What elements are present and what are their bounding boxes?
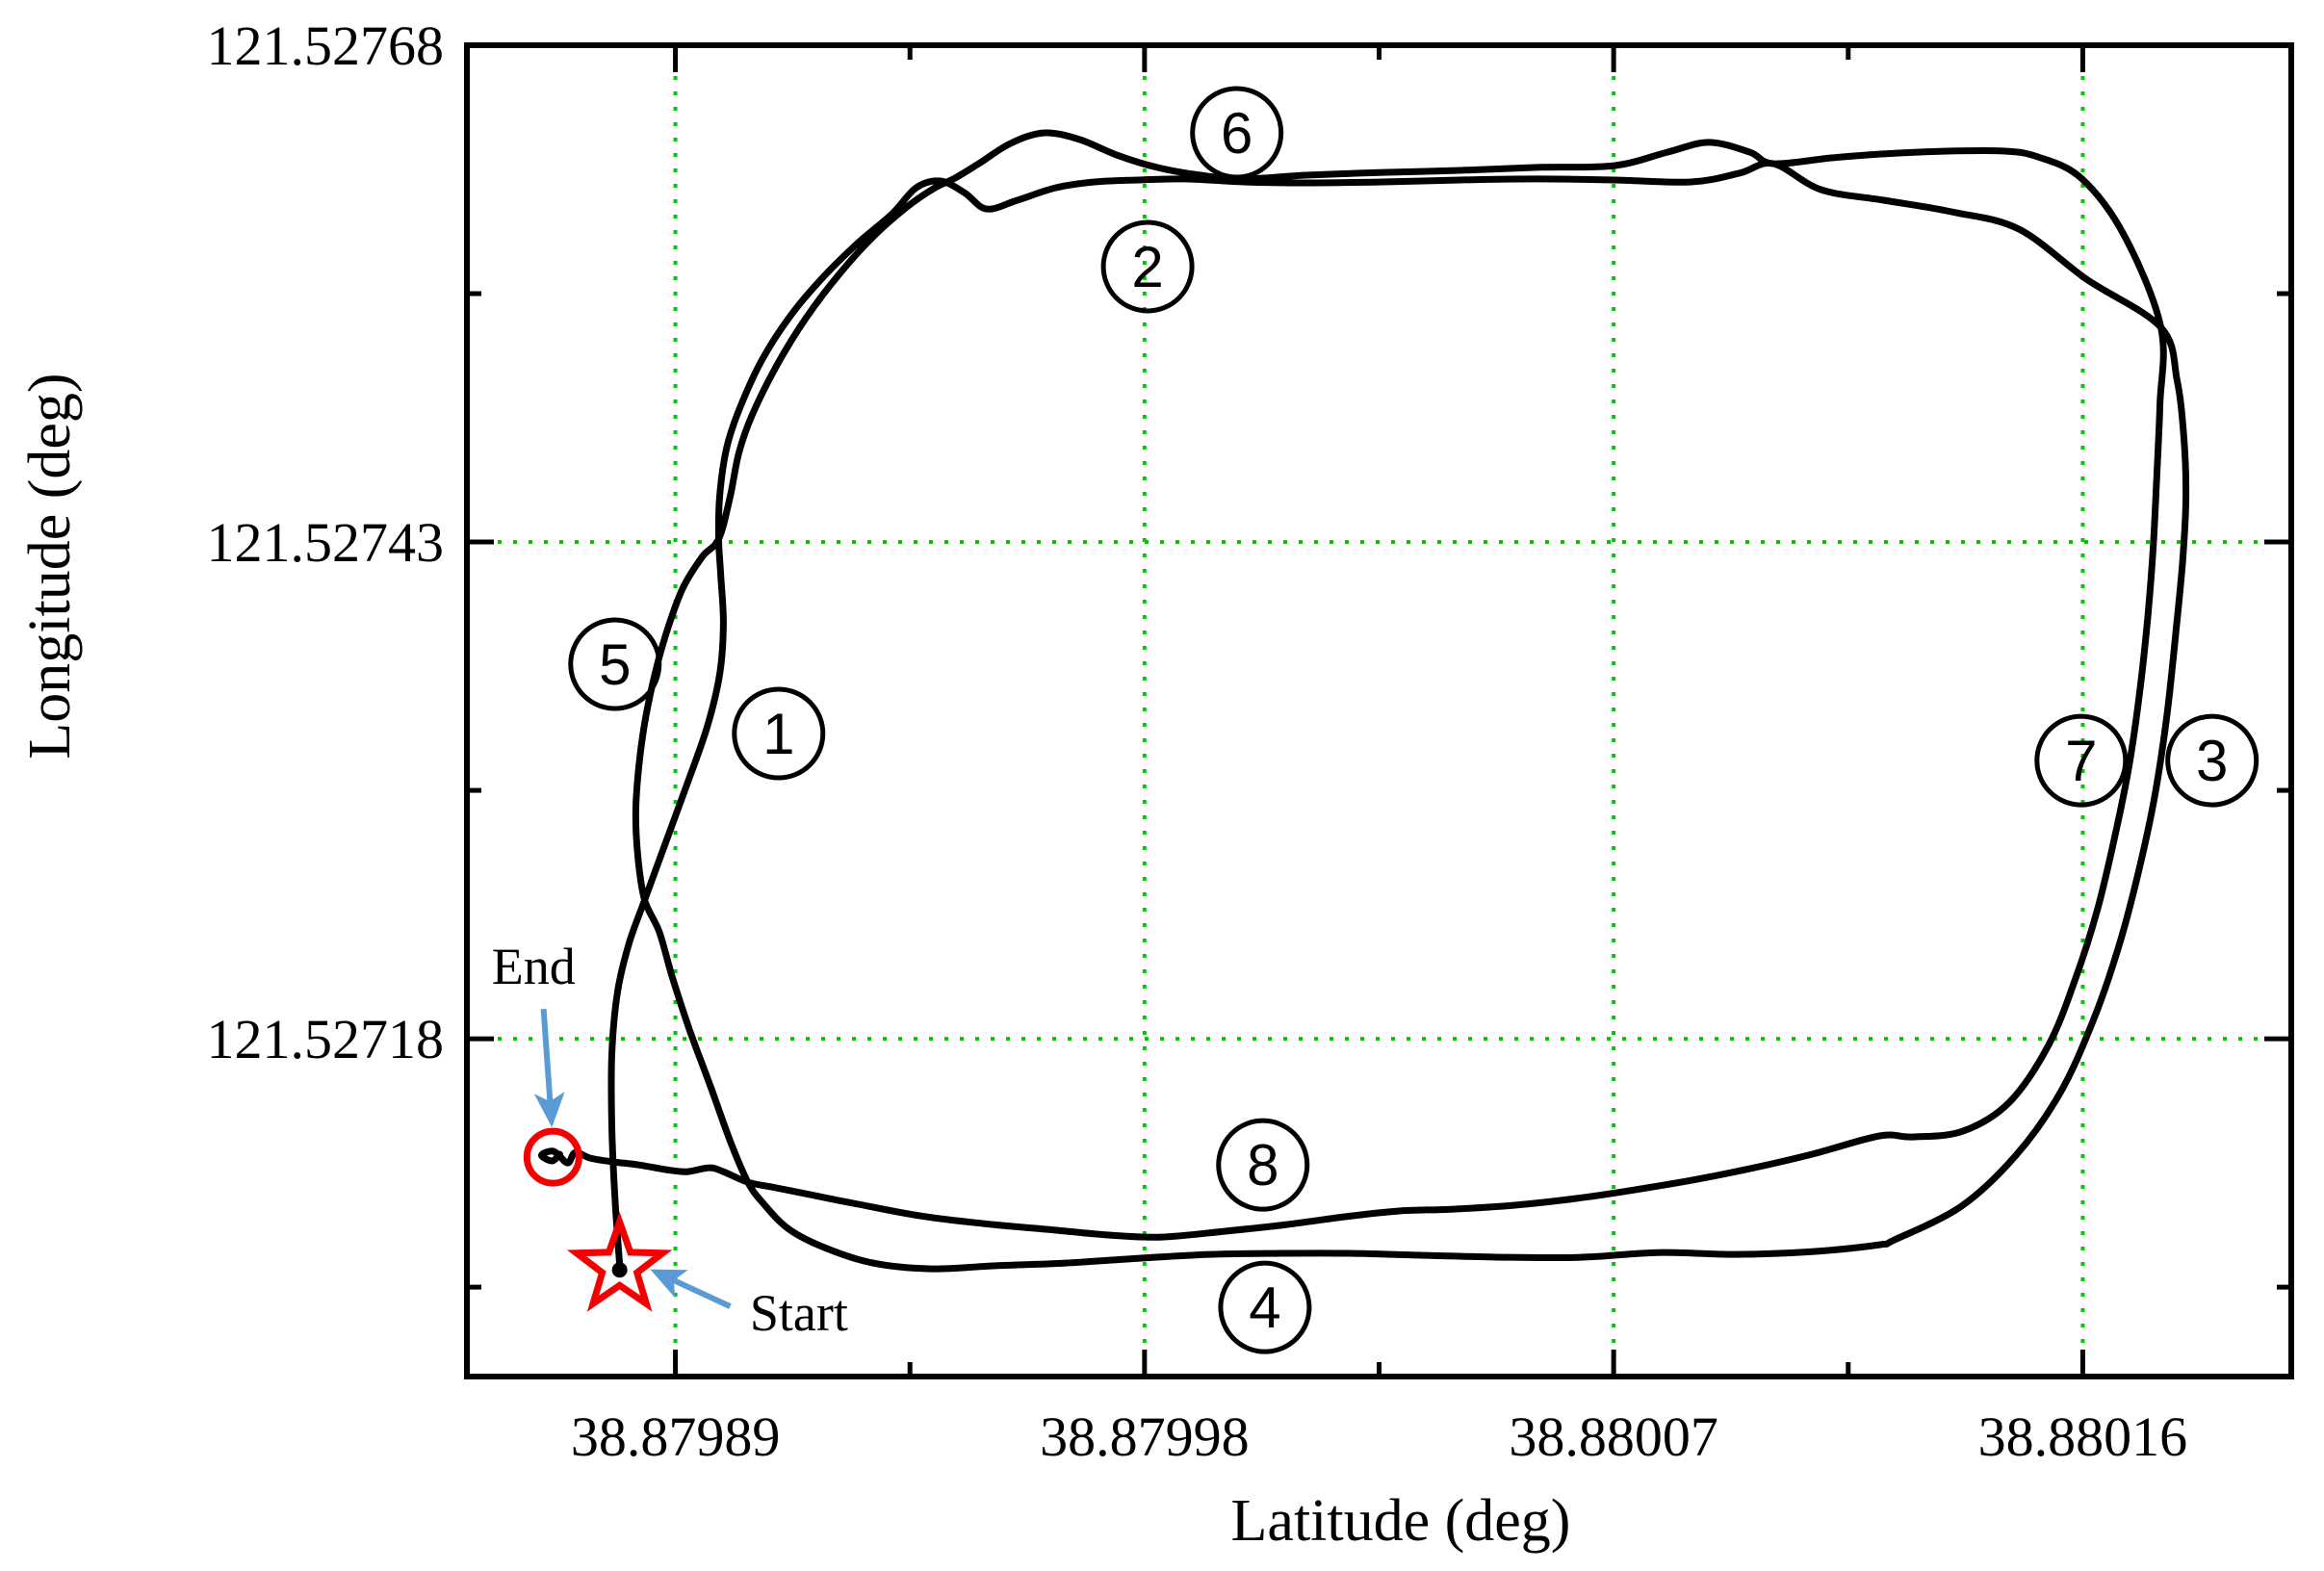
- end-arrow: [533, 1008, 565, 1128]
- x-tick-label: 38.88016: [1978, 1405, 2188, 1468]
- waypoint-number-2: 2: [1131, 235, 1163, 299]
- x-tick-label: 38.87989: [571, 1405, 781, 1468]
- waypoint-number-4: 4: [1249, 1275, 1280, 1340]
- waypoint-circle-3: [2165, 713, 2259, 808]
- waypoint-number-1: 1: [762, 702, 794, 766]
- end-circle-icon: [523, 1127, 582, 1187]
- waypoint-number-7: 7: [2065, 729, 2097, 793]
- annotations: End Start: [492, 938, 848, 1342]
- waypoint-circle-4: [1218, 1260, 1312, 1354]
- x-axis-title: Latitude (deg): [1231, 1488, 1571, 1554]
- waypoint-number-5: 5: [599, 632, 631, 697]
- y-tick-label: 121.52718: [207, 1008, 445, 1070]
- gridlines: [467, 43, 2291, 1377]
- waypoint-circle-2: [1100, 219, 1195, 314]
- waypoint-circle-8: [1216, 1118, 1310, 1212]
- y-tick-label: 121.52768: [207, 14, 445, 77]
- x-tick-label: 38.88007: [1509, 1405, 1718, 1468]
- waypoint-number-8: 8: [1247, 1133, 1278, 1198]
- waypoint-number-3: 3: [2196, 729, 2228, 793]
- axis-ticks: [467, 42, 2291, 1377]
- start-end-markers: [523, 1127, 673, 1312]
- waypoint-circle-5: [568, 617, 662, 711]
- waypoint-circle-7: [2034, 713, 2129, 808]
- waypoint-circle-1: [732, 686, 826, 781]
- tick-labels: 38.87989 38.87998 38.88007 38.88016 121.5276…: [207, 14, 2188, 1468]
- end-label: End: [492, 938, 576, 995]
- waypoint-circle-6: [1190, 86, 1284, 180]
- start-arrow: [650, 1269, 732, 1309]
- x-tick-label: 38.87998: [1040, 1405, 1250, 1468]
- y-tick-label: 121.52743: [207, 511, 445, 574]
- waypoint-number-6: 6: [1221, 101, 1252, 166]
- y-axis-title: Longitude (deg): [17, 373, 83, 759]
- trajectory-path: [537, 129, 2190, 1273]
- start-point-dot: [611, 1262, 628, 1278]
- waypoint-labels: 1 2 3 4 5 6 7 8: [568, 86, 2259, 1354]
- start-label: Start: [750, 1284, 848, 1342]
- gps-path: [537, 129, 2190, 1273]
- start-star-icon: [566, 1211, 673, 1312]
